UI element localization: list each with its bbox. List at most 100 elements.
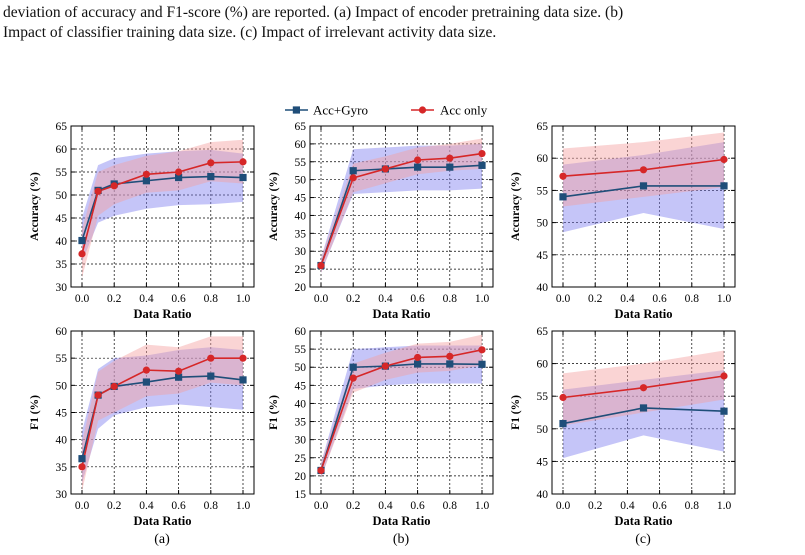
data-point-acc-only: [239, 354, 247, 362]
legend-label-acc-only: Acc only: [440, 103, 488, 118]
data-point-acc-gyro: [720, 182, 728, 190]
data-point-acc-only: [720, 155, 728, 164]
x-tick-label: 0.2: [588, 293, 603, 305]
plot-area: [81, 336, 244, 492]
y-tick-label: 60: [56, 144, 68, 156]
y-tick-label: 35: [295, 228, 307, 240]
x-tick-label: 0.0: [75, 500, 90, 512]
data-point-acc-only: [446, 352, 454, 360]
data-point-acc-gyro: [207, 173, 215, 181]
data-point-acc-only: [349, 174, 357, 182]
x-axis-label: Data Ratio: [373, 514, 431, 528]
data-point-acc-gyro: [446, 360, 454, 368]
x-tick-label: 0.8: [204, 293, 219, 305]
x-tick-label: 0.2: [107, 500, 122, 512]
y-tick-label: 55: [537, 185, 549, 197]
figure-caption: deviation of accuracy and F1-score (%) a…: [3, 3, 803, 43]
data-point-acc-gyro: [478, 360, 486, 368]
x-tick-label: 0.4: [139, 500, 154, 512]
panel-label: (b): [393, 532, 410, 547]
std-band-acc-only: [82, 336, 243, 492]
x-axis-label: Data Ratio: [373, 307, 431, 321]
y-tick-label: 45: [537, 456, 549, 468]
y-tick-label: 50: [56, 190, 68, 202]
data-point-acc-only: [478, 149, 486, 158]
x-axis-label: Data Ratio: [615, 514, 673, 528]
x-axis-label: Data Ratio: [134, 307, 192, 321]
panel-label: (c): [635, 532, 651, 547]
data-point-acc-only: [317, 466, 325, 475]
data-point-acc-only: [559, 393, 567, 402]
y-tick-label: 55: [56, 167, 68, 179]
data-point-acc-only: [414, 156, 422, 164]
y-tick-label: 50: [537, 218, 549, 230]
std-band-acc-gyro: [82, 149, 243, 262]
y-tick-label: 40: [56, 435, 68, 447]
x-tick-label: 0.2: [107, 293, 122, 305]
axes-frame: [70, 125, 255, 288]
y-tick-label: 50: [295, 175, 307, 187]
data-point-acc-only: [94, 391, 102, 399]
data-point-acc-gyro: [175, 173, 183, 182]
x-tick-label: 0.2: [346, 500, 361, 512]
data-point-acc-only: [478, 346, 486, 354]
data-point-acc-gyro: [478, 161, 486, 169]
x-tick-label: 1.0: [236, 293, 251, 305]
chart-panel-c-accuracy: 40 45 50 55 60 65 0.0 0.2 0.4 0.6 0.8 1.0 Data Ratio…: [510, 121, 736, 321]
legend-marker-acc-gyro: [292, 106, 300, 114]
y-tick-label: 50: [295, 362, 307, 374]
y-tick-label: 60: [56, 326, 68, 338]
y-tick-label: 45: [295, 380, 307, 392]
y-axis-label: F1 (%): [268, 395, 280, 430]
x-tick-label: 0.2: [346, 293, 361, 305]
x-tick-label: 1.0: [717, 293, 732, 305]
data-point-acc-gyro: [639, 182, 648, 190]
x-tick-label: 0.4: [139, 293, 154, 305]
legend: Acc+Gyro Acc only: [285, 103, 488, 118]
y-tick-label: 65: [537, 326, 549, 338]
std-band-acc-gyro: [321, 345, 482, 478]
y-tick-label: 65: [537, 121, 549, 133]
y-tick-label: 65: [295, 121, 307, 133]
data-point-acc-only: [175, 168, 183, 176]
x-tick-label: 0.8: [685, 293, 700, 305]
chart-panel-b-f1: 15 20 25 30 35 40 45 50 55 60 0.0 0.2 0.4 0.6 0.8 1.0 Da…: [268, 326, 494, 528]
legend-marker-acc-only: [418, 106, 427, 114]
data-point-acc-gyro: [78, 236, 86, 245]
y-tick-label: 35: [56, 259, 68, 271]
series-line-acc-only: [320, 152, 483, 266]
y-tick-label: 45: [56, 408, 68, 420]
y-tick-label: 30: [295, 246, 307, 258]
data-point-acc-gyro: [142, 177, 150, 185]
data-point-acc-only: [559, 172, 567, 180]
data-point-acc-gyro: [720, 407, 728, 415]
y-tick-label: 40: [537, 282, 549, 294]
data-point-acc-only: [175, 367, 183, 375]
chart-panel-c-f1: 40 45 50 55 60 65 0.0 0.2 0.4 0.6 0.8 1.0 Data Ratio…: [510, 326, 736, 528]
chart-panel-a-accuracy: 30 35 40 45 50 55 60 65 0.0 0.2 0.4 0.6 0.8 1.0 Data R…: [29, 121, 255, 321]
data-point-acc-only: [207, 159, 215, 167]
y-tick-label: 40: [295, 210, 307, 222]
chart-panel-a-f1: 30 35 40 45 50 55 60 0.0 0.2 0.4 0.6 0.8 1.0 Data Rat…: [29, 326, 255, 528]
y-tick-label: 60: [537, 153, 549, 165]
x-tick-label: 0.6: [410, 500, 425, 512]
y-tick-label: 55: [56, 353, 68, 365]
x-tick-label: 1.0: [717, 500, 732, 512]
x-tick-label: 0.0: [556, 293, 571, 305]
y-axis-label: Accuracy (%): [29, 172, 41, 241]
x-tick-label: 0.8: [204, 500, 219, 512]
plot-area: [320, 138, 483, 273]
data-point-acc-gyro: [239, 376, 247, 384]
data-point-acc-gyro: [639, 404, 648, 412]
x-tick-label: 0.0: [314, 293, 329, 305]
data-point-acc-only: [207, 354, 215, 362]
data-point-acc-only: [94, 187, 102, 195]
data-point-acc-only: [78, 250, 86, 258]
data-point-acc-gyro: [142, 378, 150, 386]
x-tick-label: 0.4: [620, 500, 635, 512]
x-tick-label: 0.0: [556, 500, 571, 512]
y-tick-label: 15: [295, 489, 307, 501]
y-tick-label: 30: [56, 282, 68, 294]
x-tick-label: 0.8: [443, 500, 458, 512]
